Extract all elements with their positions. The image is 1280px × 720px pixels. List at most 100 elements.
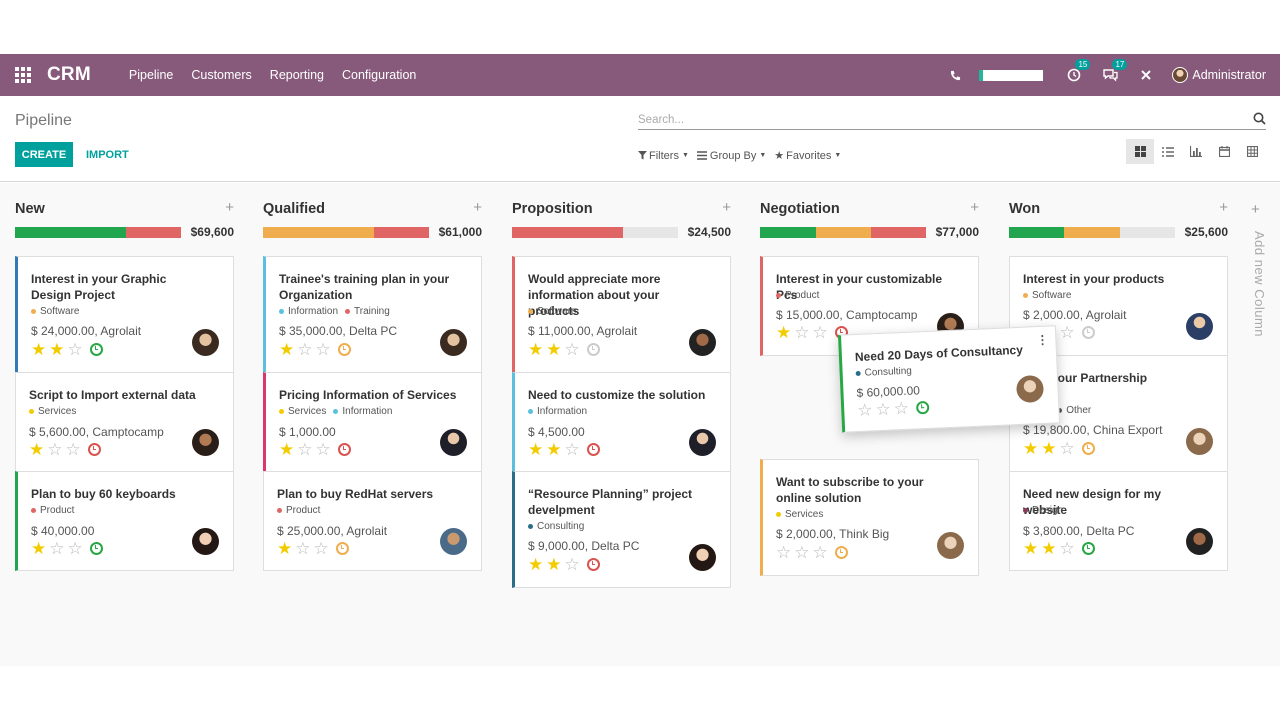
kanban-card[interactable]: Would appreciate more information about … (512, 256, 731, 373)
star-icon[interactable]: ★ (528, 440, 544, 459)
avatar[interactable] (689, 544, 716, 571)
kanban-view-button[interactable] (1126, 139, 1154, 164)
star-outline-icon[interactable]: ☆ (875, 399, 892, 420)
column-title[interactable]: Negotiation (760, 201, 840, 217)
avatar[interactable] (1015, 374, 1045, 404)
star-icon[interactable]: ★ (29, 440, 45, 459)
phone-icon[interactable] (950, 70, 961, 81)
avatar[interactable] (192, 528, 219, 555)
star-outline-icon[interactable]: ☆ (47, 440, 63, 459)
avatar[interactable] (937, 532, 964, 559)
activity-clock-icon[interactable] (1081, 326, 1095, 339)
menu-configuration[interactable]: Configuration (342, 68, 417, 82)
star-outline-icon[interactable]: ☆ (1059, 539, 1075, 558)
debug-tools-icon[interactable] (1140, 69, 1152, 81)
column-progress-bar[interactable] (263, 227, 429, 238)
kanban-card[interactable]: Interest in your Graphic Design Project … (15, 256, 234, 373)
add-new-column[interactable]: Add new Column (1252, 231, 1267, 337)
create-button[interactable]: CREATE (15, 142, 73, 167)
avatar[interactable] (192, 329, 219, 356)
activity-clock-icon[interactable] (586, 443, 600, 456)
avatar[interactable] (1186, 313, 1213, 340)
star-icon[interactable]: ★ (776, 323, 792, 342)
menu-pipeline[interactable]: Pipeline (128, 68, 174, 82)
group-by-dropdown[interactable]: Group By ▼ (696, 149, 766, 162)
activity-clock-icon[interactable] (335, 542, 349, 555)
star-icon[interactable]: ★ (546, 440, 562, 459)
column-title[interactable]: Won (1009, 201, 1041, 217)
avatar[interactable] (1186, 428, 1213, 455)
avatar[interactable] (440, 329, 467, 356)
activity-clock-icon[interactable] (586, 343, 600, 356)
apps-menu-icon[interactable] (15, 67, 31, 83)
star-outline-icon[interactable]: ☆ (315, 340, 331, 359)
activity-clock-icon[interactable] (915, 400, 930, 415)
column-progress-bar[interactable] (760, 227, 926, 238)
column-title[interactable]: New (15, 201, 45, 217)
voip-status-bar[interactable] (979, 69, 1044, 81)
add-card-plus-icon[interactable]: + (970, 199, 979, 216)
activity-clock-icon[interactable] (87, 443, 101, 456)
star-outline-icon[interactable]: ☆ (297, 440, 313, 459)
progress-green[interactable] (760, 227, 816, 238)
avatar[interactable] (192, 429, 219, 456)
progress-red[interactable] (126, 227, 181, 238)
star-icon[interactable]: ★ (31, 539, 47, 558)
pivot-view-button[interactable] (1238, 139, 1266, 164)
activity-clock-icon[interactable] (337, 443, 351, 456)
avatar[interactable] (689, 329, 716, 356)
star-icon[interactable]: ★ (1041, 439, 1057, 458)
kanban-card[interactable]: Want to subscribe to your online solutio… (760, 459, 979, 576)
star-outline-icon[interactable]: ☆ (812, 323, 828, 342)
messages-icon[interactable]: 17 (1103, 59, 1128, 82)
star-outline-icon[interactable]: ☆ (794, 543, 810, 562)
star-icon[interactable]: ★ (277, 539, 293, 558)
star-outline-icon[interactable]: ☆ (776, 543, 792, 562)
kanban-card[interactable]: Pricing Information of Services Services… (263, 372, 482, 472)
progress-green[interactable] (15, 227, 126, 238)
star-outline-icon[interactable]: ☆ (1059, 439, 1075, 458)
star-outline-icon[interactable]: ☆ (893, 398, 910, 419)
menu-customers[interactable]: Customers (191, 68, 252, 82)
activity-clock-icon[interactable] (834, 546, 848, 559)
calendar-view-button[interactable] (1210, 139, 1238, 164)
activity-clock-icon[interactable] (586, 558, 600, 571)
kanban-card[interactable]: “Resource Planning” project develpment C… (512, 471, 731, 588)
progress-orange[interactable] (263, 227, 374, 238)
activity-clock-icon[interactable] (1081, 442, 1095, 455)
progress-orange[interactable] (816, 227, 871, 238)
star-icon[interactable]: ★ (546, 555, 562, 574)
star-outline-icon[interactable]: ☆ (315, 440, 331, 459)
star-outline-icon[interactable]: ☆ (564, 440, 580, 459)
avatar[interactable] (440, 528, 467, 555)
column-progress-bar[interactable] (15, 227, 181, 238)
star-icon[interactable]: ★ (528, 555, 544, 574)
activity-clock-icon[interactable] (1081, 542, 1095, 555)
activity-clock-icon[interactable] (337, 343, 351, 356)
avatar[interactable] (689, 429, 716, 456)
import-button[interactable]: IMPORT (78, 142, 137, 167)
kanban-card[interactable]: Script to Import external data Services … (15, 372, 234, 472)
column-progress-bar[interactable] (512, 227, 678, 238)
favorites-dropdown[interactable]: ★ Favorites ▼ (774, 149, 841, 163)
progress-red[interactable] (512, 227, 623, 238)
star-outline-icon[interactable]: ☆ (564, 555, 580, 574)
graph-view-button[interactable] (1182, 139, 1210, 164)
star-outline-icon[interactable]: ☆ (812, 543, 828, 562)
search-icon[interactable] (1253, 112, 1266, 125)
add-card-plus-icon[interactable]: + (1219, 199, 1228, 216)
star-icon[interactable]: ★ (1041, 539, 1057, 558)
star-outline-icon[interactable]: ☆ (67, 340, 83, 359)
kanban-card[interactable]: Need new design for my website Design $ … (1009, 471, 1228, 571)
star-icon[interactable]: ★ (279, 440, 295, 459)
progress-red[interactable] (871, 227, 926, 238)
star-outline-icon[interactable]: ☆ (794, 323, 810, 342)
activity-clock-icon[interactable]: 15 (1067, 59, 1091, 82)
menu-reporting[interactable]: Reporting (269, 68, 324, 82)
add-card-plus-icon[interactable]: + (473, 199, 482, 216)
dragged-kanban-card[interactable]: ⋮ Need 20 Days of Consultancy Consulting… (837, 325, 1061, 433)
column-progress-bar[interactable] (1009, 227, 1175, 238)
filters-dropdown[interactable]: Filters ▼ (638, 149, 689, 162)
star-icon[interactable]: ★ (31, 340, 47, 359)
card-menu-dots-icon[interactable]: ⋮ (1036, 332, 1049, 348)
